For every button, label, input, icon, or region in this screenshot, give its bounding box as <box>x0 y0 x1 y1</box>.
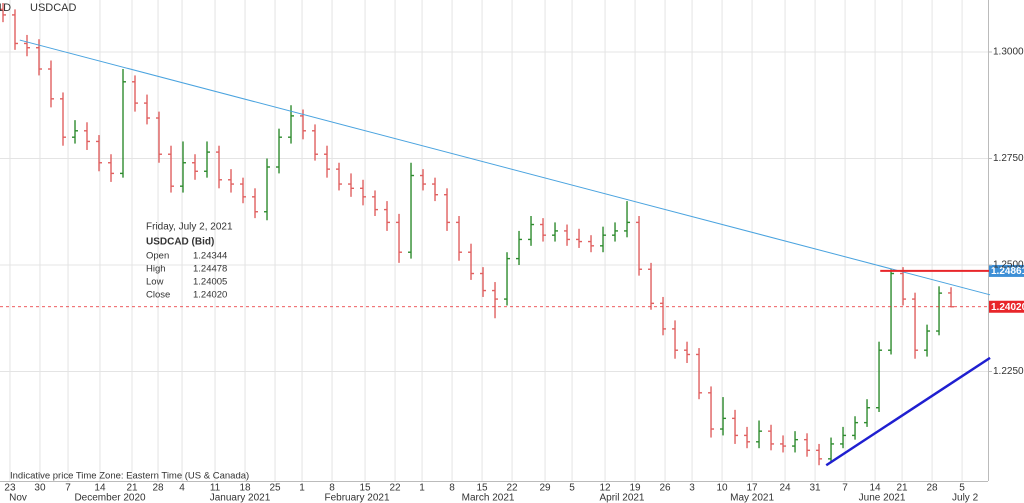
tooltip-key: High <box>146 264 166 275</box>
month-label: April 2021 <box>599 493 644 503</box>
x-tick-label: 19 <box>630 483 642 494</box>
x-tick-label: 5 <box>959 483 965 494</box>
x-tick-label: 14 <box>870 483 882 494</box>
x-tick-label: 28 <box>152 483 164 494</box>
x-tick-label: 10 <box>717 483 729 494</box>
tooltip-key: Open <box>146 251 169 262</box>
price-tag-label: 1.24020 <box>991 302 1024 313</box>
tooltip-value: 1.24005 <box>193 277 227 288</box>
price-tag <box>989 300 1024 313</box>
x-tick-label: 30 <box>34 483 46 494</box>
x-tick-label: 29 <box>539 483 551 494</box>
x-tick-label: 15 <box>476 483 488 494</box>
tooltip-key: Close <box>146 290 170 301</box>
month-label: March 2021 <box>462 493 515 503</box>
x-tick-label: 11 <box>210 483 221 494</box>
trend-line <box>19 39 991 296</box>
x-tick-label: 3 <box>689 483 695 494</box>
x-tick-label: 24 <box>780 483 792 494</box>
trend-line <box>825 356 991 467</box>
x-tick-label: 5 <box>569 483 575 494</box>
tooltip-title: USDCAD (Bid) <box>146 237 214 248</box>
interval: 1D <box>0 2 11 14</box>
month-label: June 2021 <box>859 493 906 503</box>
tooltip-value: 1.24344 <box>193 251 227 262</box>
x-tick-label: 7 <box>842 483 848 494</box>
symbol: USDCAD <box>30 2 77 14</box>
x-tick-label: 1 <box>299 483 305 494</box>
x-tick-label: 15 <box>359 483 371 494</box>
month-label: February 2021 <box>324 493 389 503</box>
tooltip-date: Friday, July 2, 2021 <box>146 222 233 233</box>
month-label: December 2020 <box>74 493 146 503</box>
x-tick-label: 23 <box>4 483 16 494</box>
y-tick-label: 1.22500 <box>993 366 1024 377</box>
x-tick-label: 22 <box>506 483 518 494</box>
x-tick-label: 21 <box>126 483 138 494</box>
x-tick-label: 14 <box>94 483 106 494</box>
x-tick-label: 26 <box>660 483 672 494</box>
x-tick-label: 21 <box>897 483 909 494</box>
x-tick-label: 8 <box>329 483 335 494</box>
x-tick-label: 18 <box>239 483 251 494</box>
x-tick-label: 31 <box>810 483 822 494</box>
x-tick-label: 17 <box>747 483 759 494</box>
y-tick-label: 1.30000 <box>993 47 1024 58</box>
footer: Indicative price Time Zone: Eastern Time… <box>10 471 249 482</box>
tooltip-value: 1.24478 <box>193 264 227 275</box>
x-tick-label: 28 <box>927 483 939 494</box>
price-tag-label: 1.24861 <box>991 266 1024 277</box>
month-label: July 2 <box>952 493 979 503</box>
tooltip: Friday, July 2, 2021 USDCAD (Bid) Open 1.… <box>146 222 233 301</box>
y-tick-label: 1.25000 <box>993 260 1024 271</box>
tooltip-key: Low <box>146 277 164 288</box>
x-tick-label: 25 <box>269 483 281 494</box>
tooltip-value: 1.24020 <box>193 290 227 301</box>
x-tick-label: 8 <box>449 483 455 494</box>
x-tick-label: 12 <box>600 483 612 494</box>
price-tag <box>989 264 1024 277</box>
y-tick-label: 1.27500 <box>993 153 1024 164</box>
month-label: Nov <box>9 493 27 503</box>
x-tick-label: 22 <box>389 483 401 494</box>
month-label: January 2021 <box>210 493 271 503</box>
x-tick-label: 1 <box>419 483 425 494</box>
month-label: May 2021 <box>730 493 774 503</box>
x-tick-label: 7 <box>65 483 71 494</box>
x-tick-label: 4 <box>179 483 185 494</box>
